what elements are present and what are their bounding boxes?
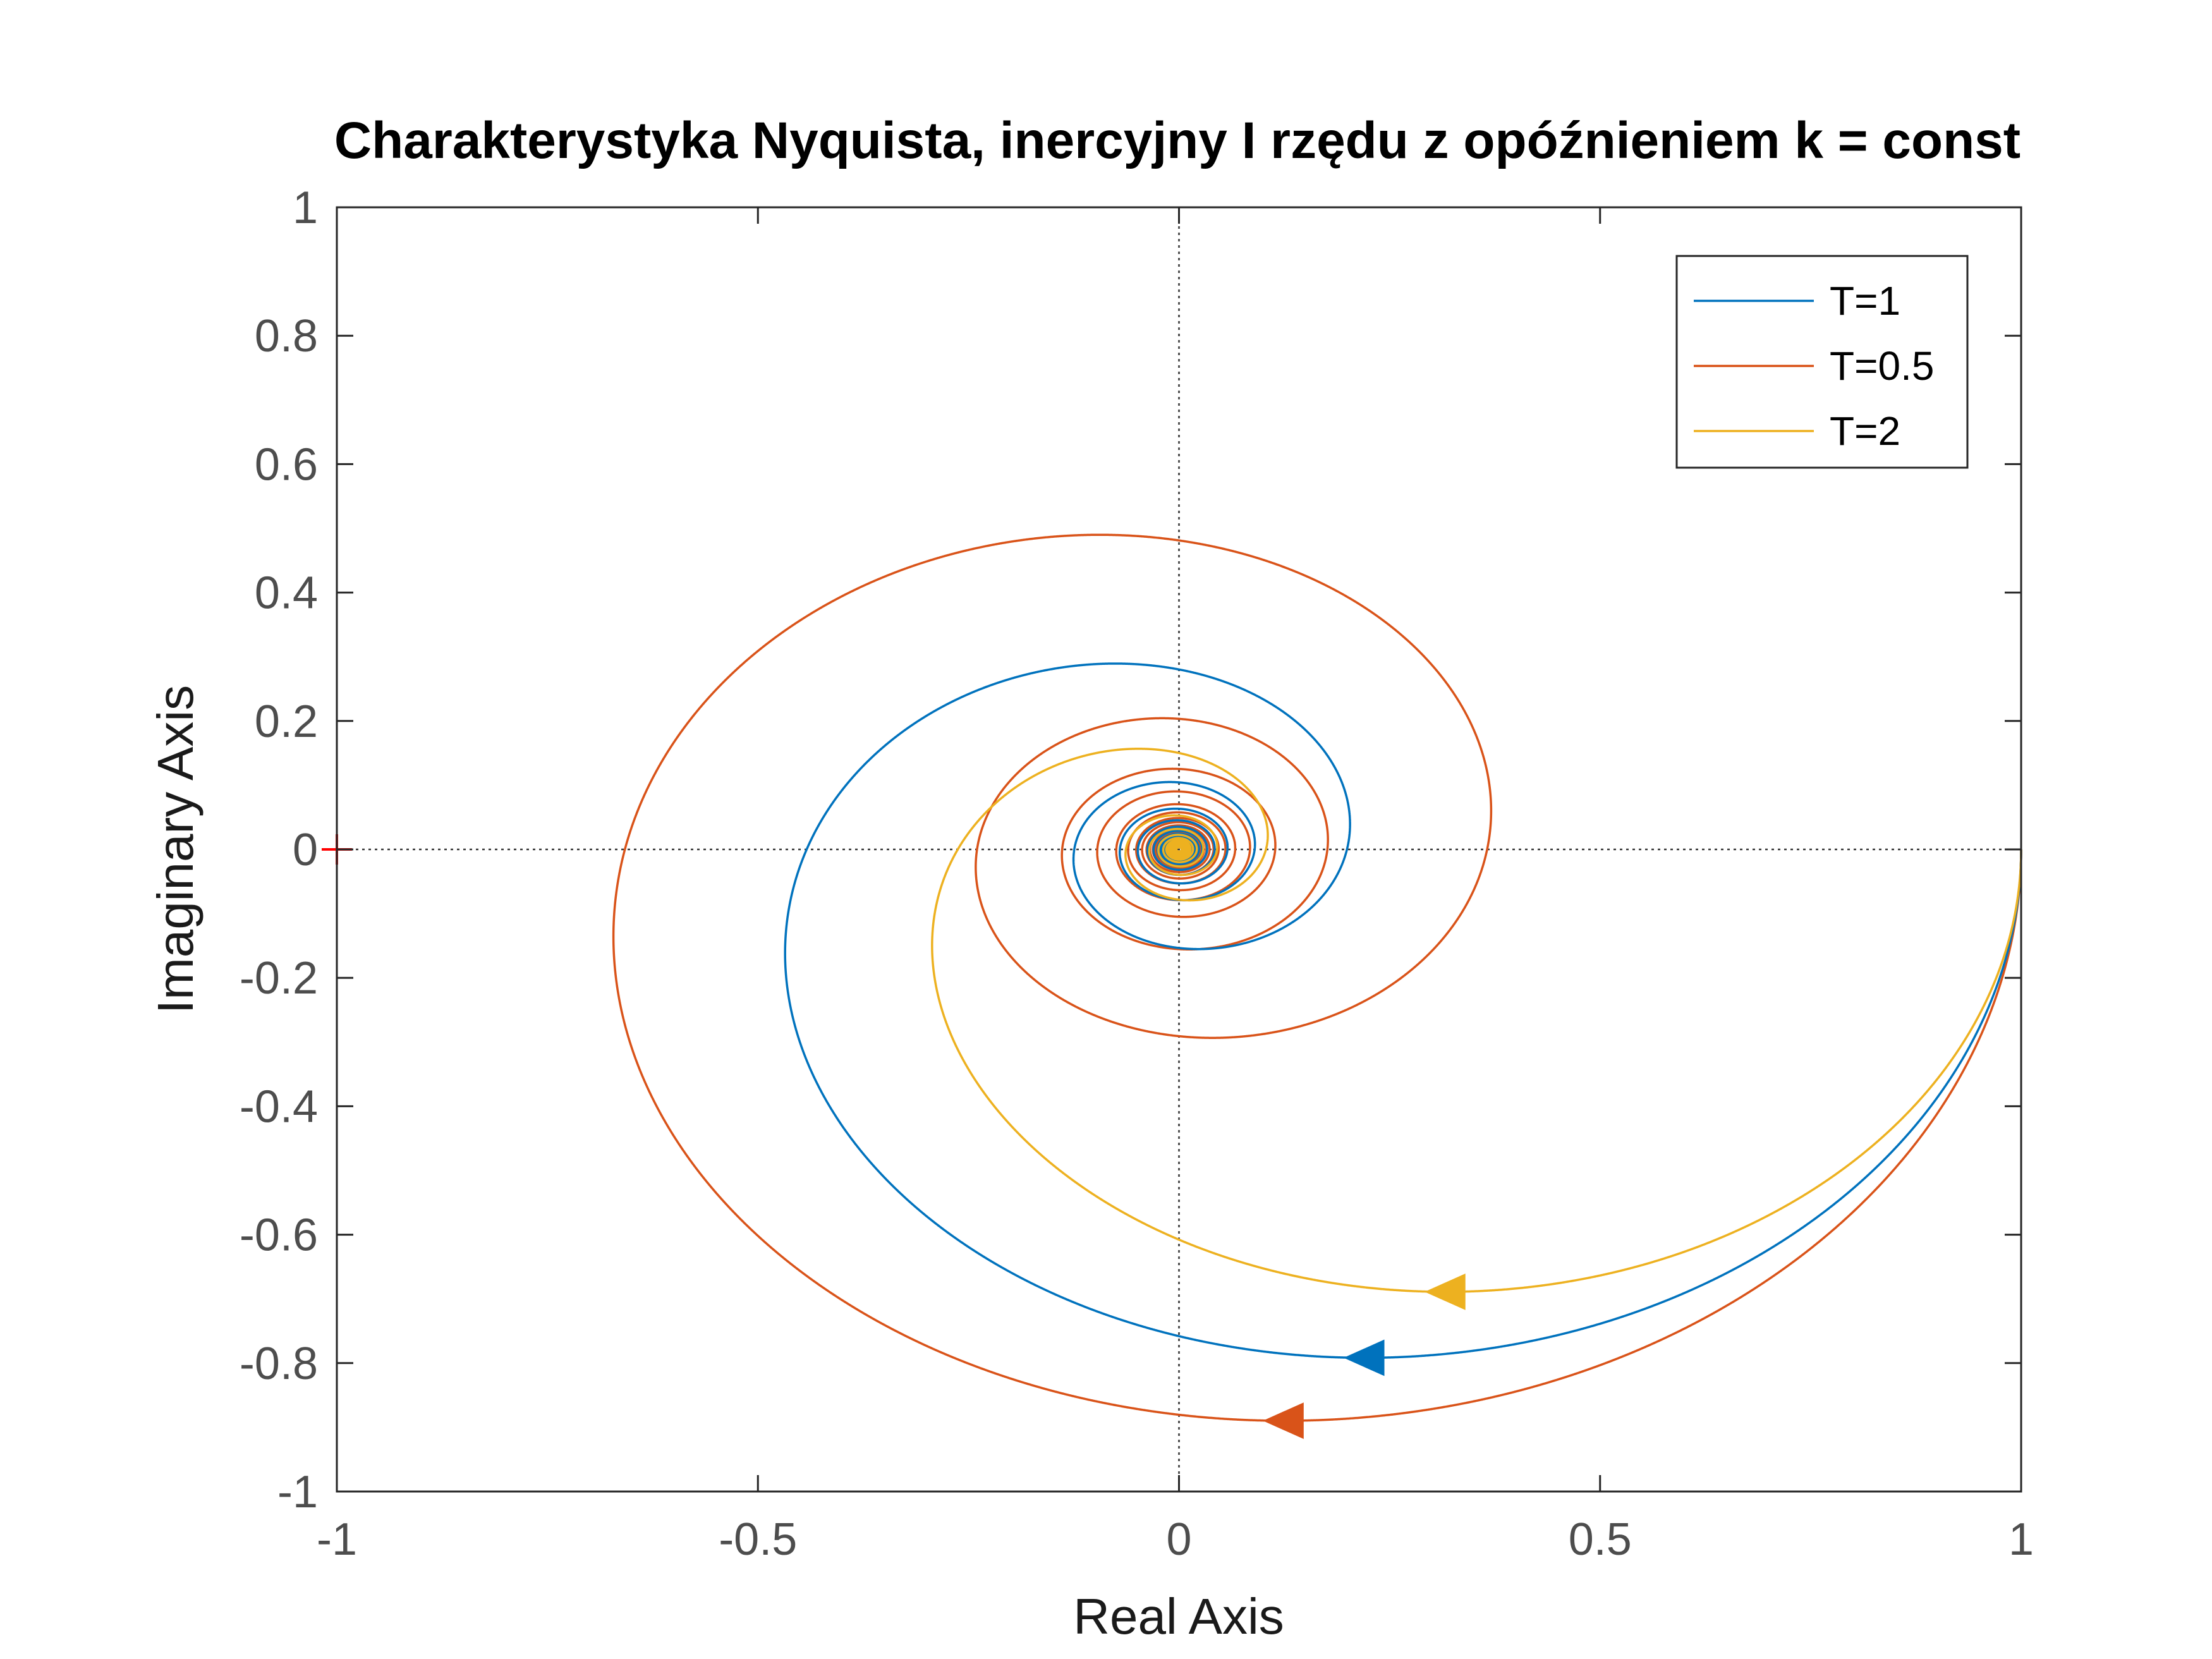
y-tick-label: 0.6 [255,439,318,490]
y-tick-label: -0.4 [240,1081,318,1132]
y-tick-label: -0.8 [240,1339,318,1389]
y-tick-label: 0.4 [255,568,318,619]
y-tick-label: 0.8 [255,311,318,362]
legend-entry-label: T=1 [1830,278,1900,324]
y-tick-labels: 1 0.8 0.6 0.4 0.2 0 -0.2 -0.4 -0.6 -0.8 -1 [240,183,318,1517]
legend-box [1675,255,1969,469]
direction-arrow-t-0-5 [1263,1402,1304,1439]
legend: T=1 T=0.5 T=2 [1675,255,1969,469]
y-tick-label: 0.2 [255,696,318,747]
y-tick-label: -0.6 [240,1210,318,1261]
y-tick-label: 1 [293,183,318,233]
x-tick-labels: -1 -0.5 0 0.5 1 [317,1514,2034,1565]
y-tick-label: -0.2 [240,953,318,1004]
y-axis-label: Imaginary Axis [147,685,204,1014]
chart-title: Charakterystyka Nyquista, inercyjny I rz… [334,112,2021,169]
legend-entry-label: T=0.5 [1830,343,1934,389]
x-axis-label: Real Axis [1073,1588,1284,1644]
x-tick-label: 0.5 [1569,1514,1632,1565]
y-tick-label: 0 [293,825,318,875]
x-tick-label: 1 [2008,1514,2034,1565]
axis-ticks [336,206,2022,1493]
y-tick-label: -1 [277,1467,318,1517]
series-line-t-2 [931,748,2022,1293]
direction-arrow-t-1 [1343,1339,1385,1376]
x-tick-label: -1 [317,1514,357,1565]
legend-entry-label: T=2 [1830,408,1900,454]
nyquist-curves [612,533,2022,1422]
x-tick-label: -0.5 [719,1514,797,1565]
direction-arrow-t-2 [1425,1273,1466,1310]
x-tick-label: 0 [1166,1514,1191,1565]
zero-lines [337,207,2021,1492]
direction-arrows [1263,1273,1466,1439]
